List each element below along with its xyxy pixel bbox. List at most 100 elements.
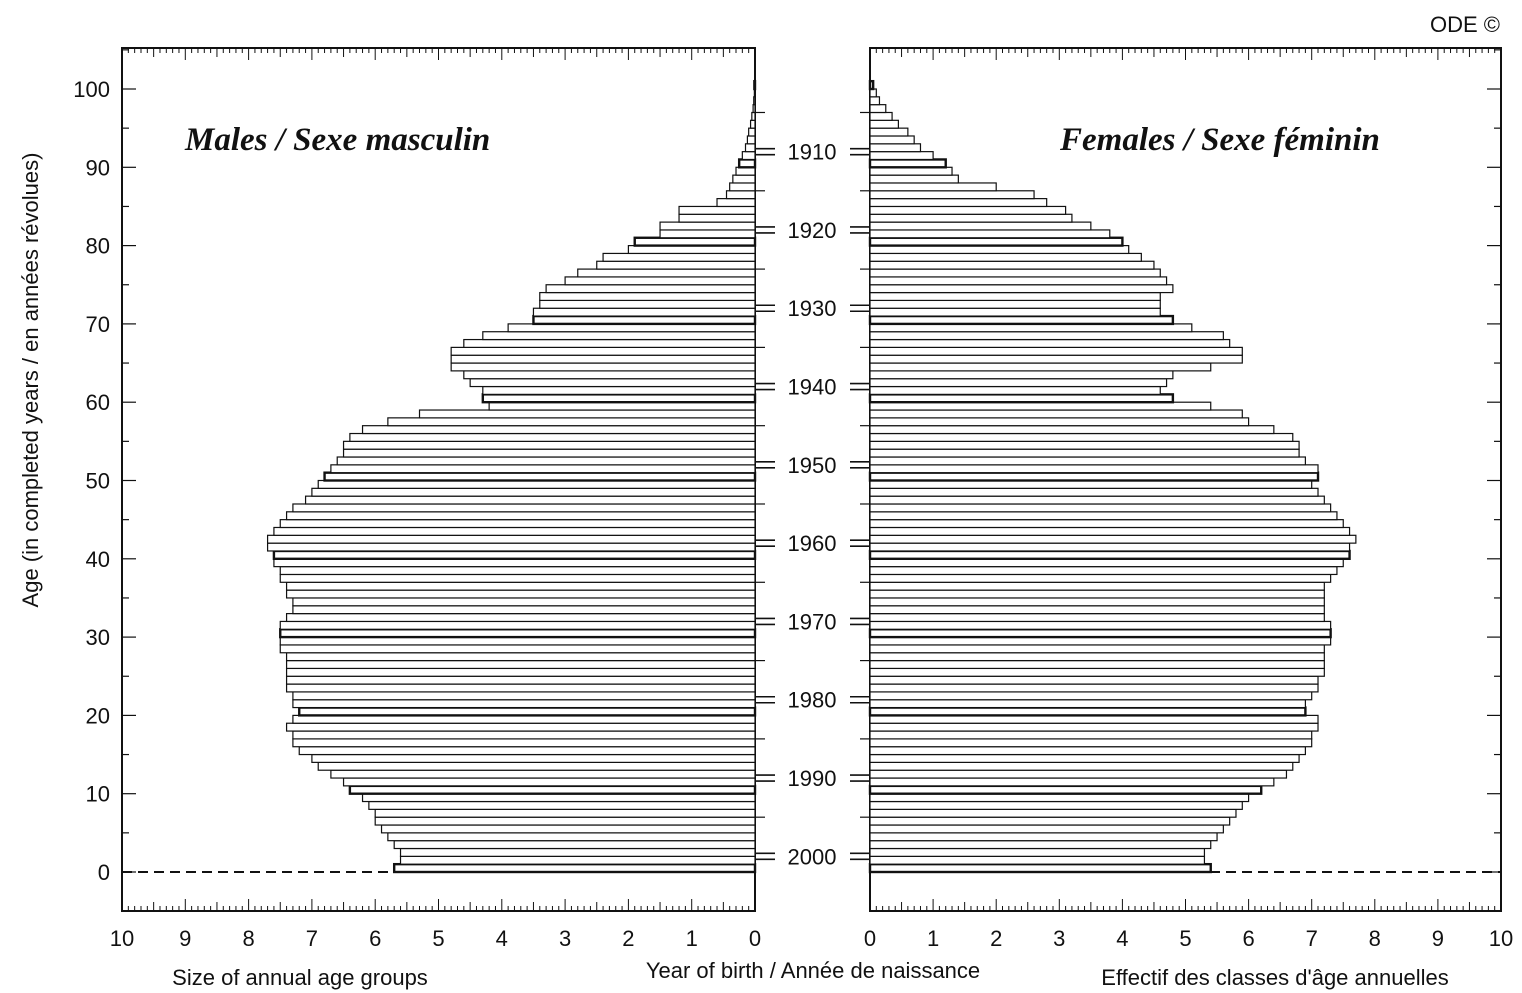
female-bar-age-84 <box>869 205 1067 215</box>
y-tick-label-60: 60 <box>86 390 110 415</box>
y-tick-label-70: 70 <box>86 312 110 337</box>
females-x-tick-label-7: 7 <box>1306 926 1318 951</box>
males-x-tick-label-7: 7 <box>306 926 318 951</box>
credit-label: ODE © <box>1430 12 1500 37</box>
males-x-tick-label-3: 3 <box>559 926 571 951</box>
female-bar-age-94 <box>869 127 909 137</box>
male-bar-age-55 <box>349 432 756 442</box>
males-x-tick-labels: 0 1 2 3 4 5 6 7 8 9 10 <box>110 926 761 951</box>
female-bar-age-44 <box>869 519 1344 529</box>
male-bar-age-41 <box>266 542 756 552</box>
female-bar-age-66 <box>869 346 1243 356</box>
male-bar-age-34 <box>292 597 756 607</box>
male-bar-age-56 <box>361 425 756 435</box>
female-bar-age-91 <box>869 151 934 161</box>
female-bar-age-60 <box>868 393 1175 404</box>
female-bar-age-21 <box>869 699 1306 709</box>
female-bar-age-86 <box>869 190 1035 200</box>
y-tick-label-0: 0 <box>98 860 110 885</box>
female-bar-age-52 <box>869 456 1306 466</box>
female-bar-age-81 <box>869 229 1111 239</box>
y-tick-label-40: 40 <box>86 547 110 572</box>
female-bar-age-87 <box>869 182 997 192</box>
female-bar-age-98 <box>869 96 881 106</box>
female-bar-age-62 <box>869 378 1168 388</box>
males-x-tick-label-6: 6 <box>369 926 381 951</box>
female-bar-age-31 <box>869 620 1332 630</box>
female-bar-age-38 <box>869 566 1338 576</box>
birth-year-label-1960: 1960 <box>788 531 837 556</box>
female-bar-age-67 <box>869 338 1231 348</box>
male-bar-age-92 <box>744 143 756 153</box>
males-bars <box>266 79 757 874</box>
female-bar-age-15 <box>869 746 1306 756</box>
males-x-tick-label-1: 1 <box>686 926 698 951</box>
female-bar-age-71 <box>869 307 1161 317</box>
female-bar-age-100 <box>868 79 875 91</box>
male-bar-age-88 <box>732 174 756 184</box>
females-panel-title: Females / Sexe féminin <box>1059 122 1380 158</box>
male-bar-age-36 <box>285 581 756 591</box>
y-tick-label-100: 100 <box>73 77 110 102</box>
male-bar-age-47 <box>304 495 756 505</box>
male-bar-age-44 <box>279 519 756 529</box>
male-bar-age-96 <box>751 111 756 121</box>
male-bar-age-8 <box>368 800 756 810</box>
y-axis-tick-labels: 0 10 20 30 40 50 60 70 80 90 100 <box>73 77 110 885</box>
female-bar-age-64 <box>869 362 1212 372</box>
female-bar-age-72 <box>869 299 1161 309</box>
female-bar-age-40 <box>868 549 1351 560</box>
females-x-tick-label-4: 4 <box>1116 926 1128 951</box>
female-bar-age-16 <box>869 738 1313 748</box>
males-panel: Males / Sexe masculin <box>121 47 757 912</box>
female-bar-age-28 <box>869 644 1325 654</box>
male-bar-age-4 <box>387 832 756 842</box>
male-bar-age-95 <box>749 119 756 129</box>
y-tick-label-90: 90 <box>86 155 110 180</box>
male-bar-age-93 <box>746 135 756 145</box>
male-bar-age-46 <box>292 503 756 513</box>
female-bar-age-82 <box>869 221 1092 231</box>
male-bar-age-83 <box>678 213 756 223</box>
males-x-tick-label-5: 5 <box>432 926 444 951</box>
female-bar-age-32 <box>869 613 1325 623</box>
female-bar-age-23 <box>869 683 1319 693</box>
female-bar-age-90 <box>868 158 947 169</box>
female-bar-age-92 <box>869 143 922 153</box>
female-bar-age-18 <box>869 722 1319 732</box>
female-bar-age-58 <box>869 409 1243 419</box>
male-bar-age-15 <box>298 746 756 756</box>
y-tick-label-10: 10 <box>86 782 110 807</box>
x-axis-label-right: Effectif des classes d'âge annuelles <box>1101 965 1448 990</box>
female-bar-age-25 <box>869 667 1325 677</box>
female-bar-age-0 <box>868 862 1212 874</box>
male-bar-age-87 <box>729 182 756 192</box>
female-bar-age-54 <box>869 440 1300 450</box>
female-bar-age-46 <box>869 503 1332 513</box>
female-bar-age-7 <box>869 808 1237 818</box>
male-bar-age-30 <box>279 628 757 639</box>
male-bar-age-40 <box>272 549 757 560</box>
female-bar-age-35 <box>869 589 1325 599</box>
female-bar-age-50 <box>868 471 1320 482</box>
male-bar-age-2 <box>399 847 756 857</box>
male-bar-age-0 <box>392 862 757 874</box>
female-bar-age-65 <box>869 354 1243 364</box>
female-bar-age-13 <box>869 761 1294 771</box>
male-bar-age-27 <box>285 652 756 662</box>
male-bar-age-3 <box>393 840 756 850</box>
female-bar-age-95 <box>869 119 899 129</box>
male-bar-age-12 <box>330 769 756 779</box>
female-bar-age-96 <box>869 111 893 121</box>
female-bar-age-53 <box>869 448 1300 458</box>
females-bars <box>868 79 1357 874</box>
male-bar-age-1 <box>399 855 756 865</box>
birth-year-label-1940: 1940 <box>788 375 837 400</box>
male-bar-age-63 <box>463 370 756 380</box>
male-bar-age-17 <box>292 730 756 740</box>
female-bar-age-11 <box>869 777 1275 787</box>
female-bar-age-17 <box>869 730 1313 740</box>
male-bar-age-6 <box>374 816 756 826</box>
male-bar-age-91 <box>741 151 756 161</box>
